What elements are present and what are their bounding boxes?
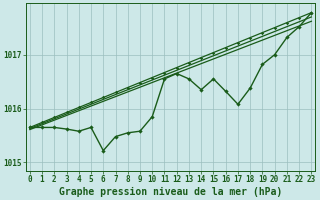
X-axis label: Graphe pression niveau de la mer (hPa): Graphe pression niveau de la mer (hPa) [59, 186, 282, 197]
